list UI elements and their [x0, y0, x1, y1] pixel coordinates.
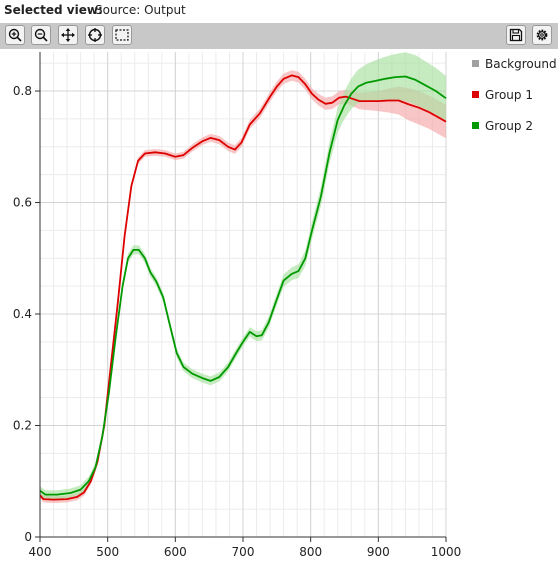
- source-label: Source: Output: [95, 3, 186, 17]
- zoom-out-button[interactable]: [31, 25, 51, 45]
- x-axis-ticks: 400 500 600 700 800 900 1000: [29, 537, 462, 559]
- band-group-1: [40, 70, 446, 503]
- save-icon: [509, 28, 523, 42]
- legend-label-group-2: Group 2: [485, 119, 533, 133]
- error-bands: [40, 52, 446, 503]
- gear-icon: [536, 29, 548, 41]
- y-tick-label: 0: [24, 530, 32, 544]
- box-select-button[interactable]: [112, 25, 132, 45]
- legend-label-background: Background: [485, 57, 557, 71]
- x-tick-label: 600: [164, 545, 187, 559]
- plot-toolbar: [0, 23, 558, 49]
- legend-swatch-group-2: [472, 122, 479, 129]
- x-tick-label: 1000: [431, 545, 462, 559]
- save-button[interactable]: [506, 25, 526, 45]
- y-tick-label: 0.2: [13, 419, 32, 433]
- y-axis-ticks: 0 0.2 0.4 0.6 0.8: [13, 84, 40, 544]
- move-icon: [61, 28, 75, 42]
- box-select-icon: [115, 29, 129, 41]
- y-tick-label: 0.6: [13, 196, 32, 210]
- settings-button[interactable]: [532, 25, 552, 45]
- x-tick-label: 800: [299, 545, 322, 559]
- legend-label-group-1: Group 1: [485, 88, 533, 102]
- x-tick-label: 700: [232, 545, 255, 559]
- x-tick-label: 900: [367, 545, 390, 559]
- line-group-2: [39, 75, 447, 496]
- zoom-in-icon: [8, 28, 22, 42]
- spectrum-chart[interactable]: 400 500 600 700 800 900 1000 0 0.2 0.4 0.6 0.8: [0, 50, 558, 581]
- legend-swatch-background: [472, 60, 479, 67]
- x-tick-label: 400: [29, 545, 52, 559]
- selected-view-header: Selected view: Source: Output: [0, 0, 558, 20]
- zoom-in-button[interactable]: [5, 25, 25, 45]
- x-tick-label: 500: [96, 545, 119, 559]
- selected-view-label: Selected view:: [4, 3, 103, 17]
- grid-major: [39, 52, 447, 538]
- band-group-2: [40, 52, 446, 500]
- series-lines: [39, 74, 447, 501]
- reset-view-button[interactable]: [85, 25, 105, 45]
- crosshair-icon: [88, 28, 102, 42]
- pan-button[interactable]: [58, 25, 78, 45]
- y-tick-label: 0.4: [13, 307, 32, 321]
- legend-swatch-group-1: [472, 91, 479, 98]
- zoom-out-icon: [34, 28, 48, 42]
- y-tick-label: 0.8: [13, 84, 32, 98]
